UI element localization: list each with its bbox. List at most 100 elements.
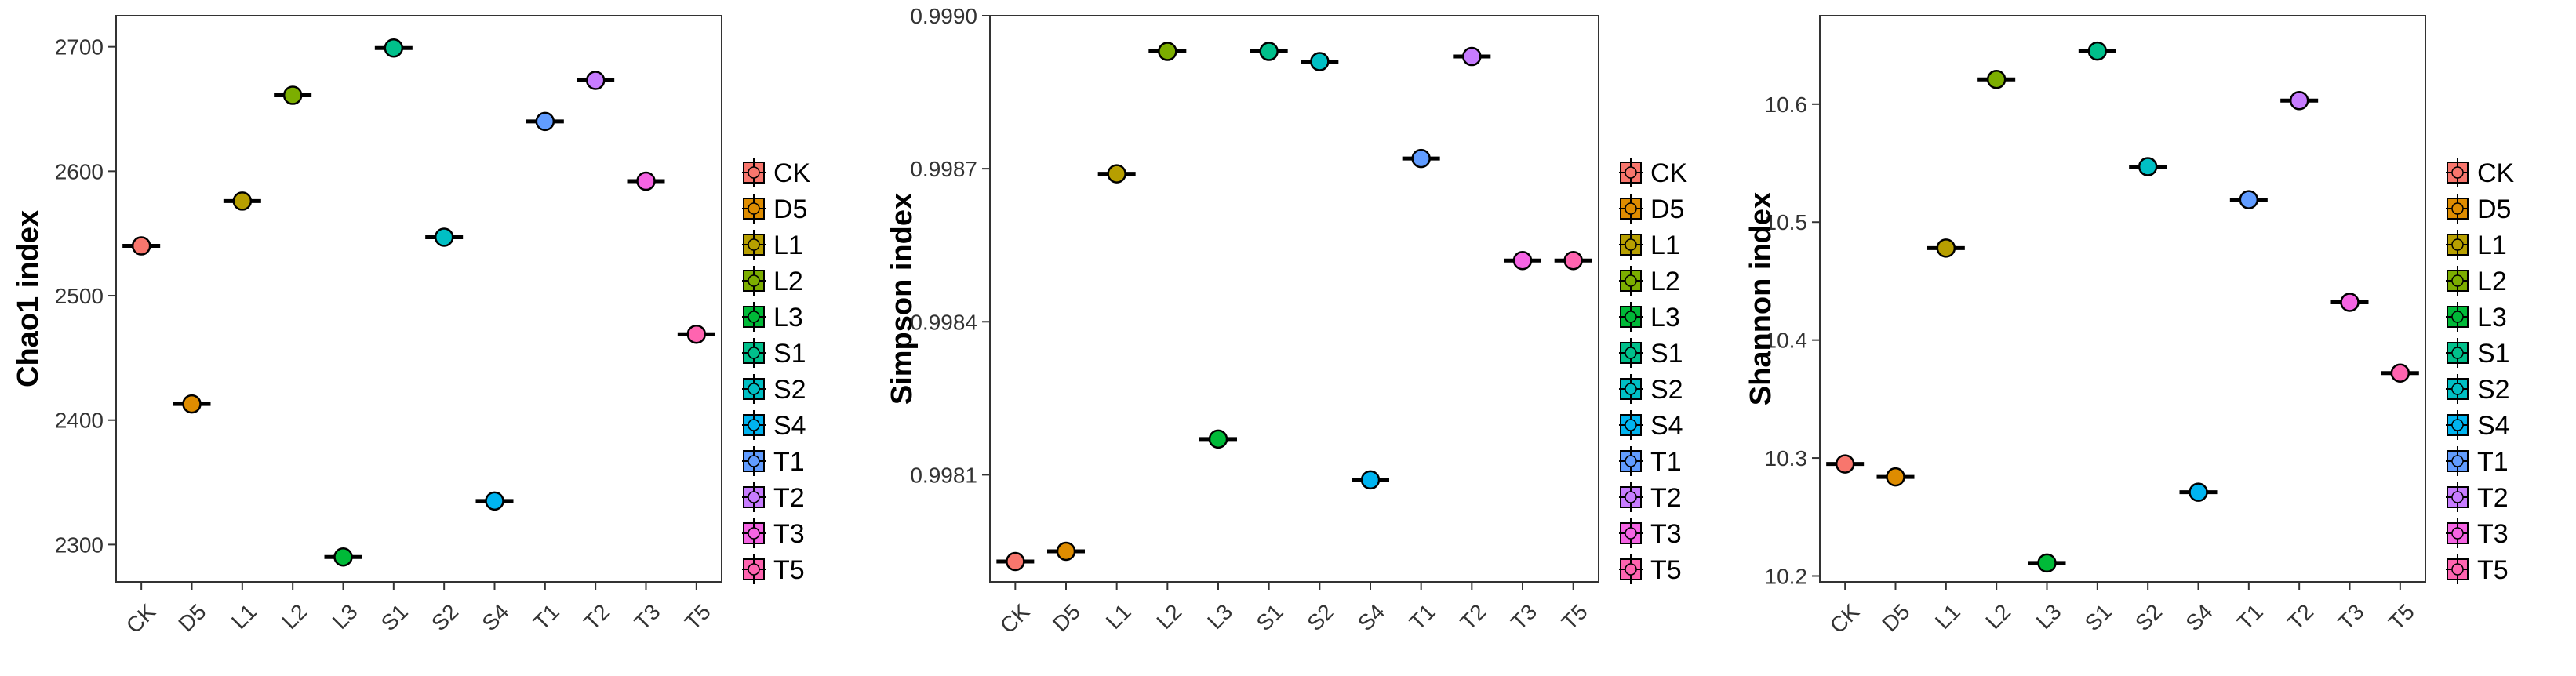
legend-item-L1: L1 [1619,230,1680,260]
legend-label: L1 [1650,231,1680,260]
x-tick-label: L2 [1152,599,1186,634]
legend-item-T1: T1 [2446,446,2509,477]
legend-item-T5: T5 [2446,554,2509,585]
legend-label: S2 [2477,375,2510,405]
x-tick-label: S2 [1302,599,1338,635]
data-point-S1 [2087,41,2108,61]
legend-key-point [2451,527,2464,540]
data-point-S1 [384,38,404,58]
x-tick-label: T2 [2283,599,2318,634]
data-point-L3 [333,547,353,567]
legend-key-point [748,419,760,431]
data-point-S1 [1259,42,1279,61]
legend-key-point [1625,527,1637,540]
legend-item-CK: CK [742,158,811,188]
x-tick-label: T3 [1506,599,1541,634]
legend-label: S2 [773,375,806,405]
data-point-T1 [535,111,555,132]
legend-label: D5 [773,194,807,224]
legend-item-T5: T5 [1619,554,1682,585]
legend-label: L3 [1650,303,1680,333]
legend-label: T2 [1650,483,1682,513]
legend-item-D5: D5 [742,194,807,224]
legend-item-T3: T3 [742,518,805,549]
legend-label: T1 [2477,447,2509,477]
data-point-S2 [434,227,454,247]
data-point-CK [1835,454,1855,474]
data-point-L1 [1936,238,1956,258]
x-tick-label: T1 [2232,599,2268,634]
legend-label: S2 [1650,375,1683,405]
data-point-S4 [1360,470,1381,490]
legend-key-point [748,202,760,215]
legend-label: T3 [1650,519,1682,549]
legend-label: L3 [773,303,803,333]
legend-label: T1 [1650,447,1682,477]
y-tick-label: 10.6 [1765,93,1808,117]
legend-label: T1 [773,447,805,477]
x-tick-label: CK [1825,599,1865,638]
legend-key-point [748,166,760,179]
y-axis-title: Chao1 index [12,210,45,387]
legend-label: S4 [2477,411,2510,441]
legend-key-point [748,491,760,503]
legend-key-point [2451,383,2464,395]
y-tick-label: 0.9984 [910,310,977,334]
y-axis-title: Shannon index [1745,192,1777,405]
legend-label: CK [773,158,811,188]
legend-item-L2: L2 [742,266,803,296]
plot-frame [115,15,722,583]
legend-key-point [2451,455,2464,467]
y-tick-label: 10.5 [1765,210,1808,234]
legend-item-S2: S2 [1619,374,1683,405]
data-point-L2 [282,85,303,105]
legend-item-S2: S2 [742,374,806,405]
y-tick-label: 2700 [55,35,104,60]
legend-item-CK: CK [2446,158,2515,188]
legend-item-T5: T5 [742,554,805,585]
y-tick-label: 0.9990 [910,4,977,28]
legend-label: S1 [2477,339,2510,369]
data-point-L1 [232,191,253,211]
legend-key-point [748,274,760,287]
y-tick-label: 0.9981 [910,463,977,487]
data-point-CK [1006,551,1025,572]
x-tick-label: CK [122,599,161,638]
legend-label: L2 [773,267,803,296]
legend-key-point [2451,419,2464,431]
legend-key-point [1625,166,1637,179]
x-tick-label: T5 [2384,599,2419,634]
x-tick-label: T1 [529,599,564,634]
legend-item-CK: CK [1619,158,1688,188]
legend-label: T3 [2477,519,2509,549]
legend-key-point [1625,238,1637,251]
x-tick-label: S2 [427,599,463,635]
x-tick-label: L2 [1981,599,2015,634]
legend-item-T2: T2 [2446,482,2509,513]
x-tick-label: S1 [1252,599,1288,635]
legend-item-S4: S4 [1619,410,1683,441]
legend-label: S1 [1650,339,1683,369]
data-point-T2 [2289,91,2309,111]
chart-panel-1: 2300 2400 2500 2600 2700 CK D5 L1 L2 L3 S1 S2 S4 T1 T2… [12,15,811,638]
legend-item-S4: S4 [2446,410,2510,441]
legend-label: S4 [1650,411,1683,441]
y-tick-label: 2300 [55,532,104,557]
legend-item-L3: L3 [1619,302,1680,333]
data-point-L2 [1158,42,1177,61]
x-tick-label: D5 [1877,599,1914,636]
legend-key-point [2451,311,2464,323]
legend-item-T2: T2 [1619,482,1682,513]
legend: CK D5 L1 L2 L3 S1 S2 S4 T1 T2 T3 T5 [2446,158,2515,585]
data-point-T5 [686,324,707,344]
legend-key-point [2451,202,2464,215]
legend-key-point [1625,347,1637,359]
x-tick-label: T3 [630,599,665,634]
data-point-L3 [1208,429,1228,449]
data-point-CK [131,236,151,256]
data-point-T5 [2390,363,2410,383]
legend-key-point [1625,419,1637,431]
x-tick-label: S1 [377,599,413,635]
legend-key-point [2451,347,2464,359]
legend-item-S2: S2 [2446,374,2510,405]
